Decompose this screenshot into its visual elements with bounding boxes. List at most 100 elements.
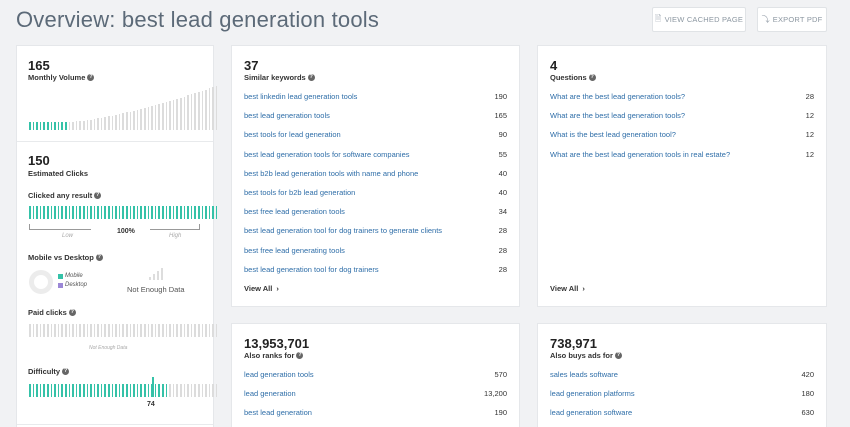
gauge-bar: [179, 384, 182, 397]
gauge-bar: [57, 206, 60, 219]
volume-bar: [201, 91, 204, 130]
help-icon[interactable]: ?: [588, 74, 596, 81]
keyword-link[interactable]: sales leads software: [550, 370, 618, 380]
volume-bar: [197, 92, 200, 130]
keyword-link[interactable]: best lead generation tools for software …: [244, 149, 410, 159]
gauge-bar: [64, 206, 67, 219]
keyword-link[interactable]: best tools for lead generation: [244, 130, 341, 140]
keyword-link[interactable]: best tools for b2b lead generation: [244, 188, 356, 198]
keyword-link[interactable]: best free lead generation tools: [244, 207, 345, 217]
help-icon[interactable]: ?: [94, 192, 102, 199]
keyword-link[interactable]: What are the best lead generation tools …: [550, 149, 731, 159]
keyword-link[interactable]: lead generation software: [550, 408, 633, 418]
volume-bar: [187, 95, 189, 130]
difficulty-label: Difficulty ?: [28, 367, 70, 376]
gauge-bar: [133, 384, 135, 397]
keyword-volume: 28: [498, 245, 507, 255]
monthly-volume-value: 165: [28, 58, 50, 73]
keyword-link[interactable]: What are the best lead generation tools?: [550, 92, 686, 102]
list-item: best lead generation tools for software …: [244, 145, 507, 164]
help-icon[interactable]: ?: [95, 254, 103, 261]
keyword-link[interactable]: lead generation: [244, 389, 296, 399]
volume-bar: [43, 122, 45, 130]
volume-bar: [79, 121, 81, 130]
gauge-bar: [187, 206, 189, 219]
list-item: best tools for lead generation 90: [244, 125, 507, 144]
volume-bar: [126, 112, 128, 130]
volume-bar: [151, 106, 153, 130]
keyword-link[interactable]: best linkedin lead generation tools: [244, 92, 358, 102]
volume-bar: [169, 101, 171, 130]
list-item: What are the best lead generation tools?…: [550, 87, 814, 106]
gauge-bar: [104, 384, 107, 397]
gauge-bar: [86, 384, 89, 397]
gauge-bar: [194, 206, 196, 219]
questions-view-all-link[interactable]: View All ›: [550, 284, 585, 293]
help-icon[interactable]: ?: [62, 368, 70, 375]
gauge-bar: [36, 324, 38, 337]
help-icon[interactable]: ?: [614, 352, 622, 359]
questions-label: Questions ?: [550, 73, 596, 82]
gauge-bar: [126, 384, 128, 397]
help-icon[interactable]: ?: [68, 309, 76, 316]
gauge-bar: [212, 206, 214, 219]
gauge-bar: [190, 384, 193, 397]
help-icon[interactable]: ?: [296, 352, 304, 359]
help-icon[interactable]: ?: [307, 74, 315, 81]
gauge-bar: [212, 324, 214, 337]
gauge-bar: [104, 324, 107, 337]
gauge-bar: [194, 324, 196, 337]
volume-bar: [161, 103, 164, 130]
gauge-bar: [205, 324, 207, 337]
volume-bar: [100, 118, 103, 130]
clicked-any-result-label: Clicked any result ?: [28, 191, 102, 200]
gauge-bar: [39, 324, 42, 337]
keyword-link[interactable]: What are the best lead generation tools?: [550, 111, 686, 121]
keyword-link[interactable]: What is the best lead generation tool?: [550, 130, 676, 140]
keyword-link[interactable]: best free lead generating tools: [244, 245, 345, 255]
keyword-link[interactable]: best lead generation tool for dog traine…: [244, 264, 379, 274]
monthly-volume-text: Monthly Volume: [28, 73, 86, 82]
mobile-vs-desktop-text: Mobile vs Desktop: [28, 253, 94, 262]
keyword-volume: 570: [494, 370, 507, 380]
gauge-bar: [68, 324, 71, 337]
export-pdf-label: EXPORT PDF: [772, 15, 823, 24]
gauge-bar: [169, 384, 171, 397]
gauge-bar: [46, 384, 49, 397]
list-item: What are the best lead generation tools …: [550, 145, 814, 164]
also-buys-list: sales leads software 420 lead generation p…: [550, 365, 814, 423]
keyword-link[interactable]: best lead generation: [244, 408, 312, 418]
also-buys-label: Also buys ads for ?: [550, 351, 622, 360]
paid-clicks-status: Not Enough Data: [89, 345, 128, 351]
export-pdf-button[interactable]: ⤵ EXPORT PDF: [757, 7, 827, 32]
gauge-bar: [108, 384, 110, 397]
similar-view-all-link[interactable]: View All ›: [244, 284, 279, 293]
gauge-bar: [129, 206, 132, 219]
gauge-bar: [172, 384, 175, 397]
keyword-link[interactable]: best lead generation tool for dog traine…: [244, 226, 443, 236]
gauge-bar: [32, 324, 35, 337]
gauge-bar: [183, 384, 186, 397]
volume-bar: [82, 121, 85, 130]
keyword-link[interactable]: best lead generation tools: [244, 111, 330, 121]
gauge-bar: [43, 206, 45, 219]
gauge-bar: [183, 324, 186, 337]
gauge-bar: [93, 384, 96, 397]
keyword-link[interactable]: best b2b lead generation tools with name…: [244, 168, 419, 178]
volume-bar: [68, 122, 71, 130]
gauge-bar: [50, 384, 53, 397]
gauge-bar: [140, 324, 142, 337]
gauge-bar: [97, 384, 99, 397]
questions-text: Questions: [550, 73, 587, 82]
also-ranks-text: Also ranks for: [244, 351, 295, 360]
keyword-link[interactable]: lead generation platforms: [550, 389, 635, 399]
estimated-clicks-label: Estimated Clicks: [28, 169, 88, 178]
gauge-bar: [54, 384, 56, 397]
view-cached-page-button[interactable]: 🗎 VIEW CACHED PAGE: [652, 7, 746, 32]
gauge-bar: [169, 324, 171, 337]
help-icon[interactable]: ?: [87, 74, 95, 81]
volume-bar: [36, 122, 38, 130]
view-all-label: View All: [244, 284, 273, 293]
keyword-link[interactable]: lead generation tools: [244, 370, 314, 380]
volume-bar: [165, 102, 168, 130]
